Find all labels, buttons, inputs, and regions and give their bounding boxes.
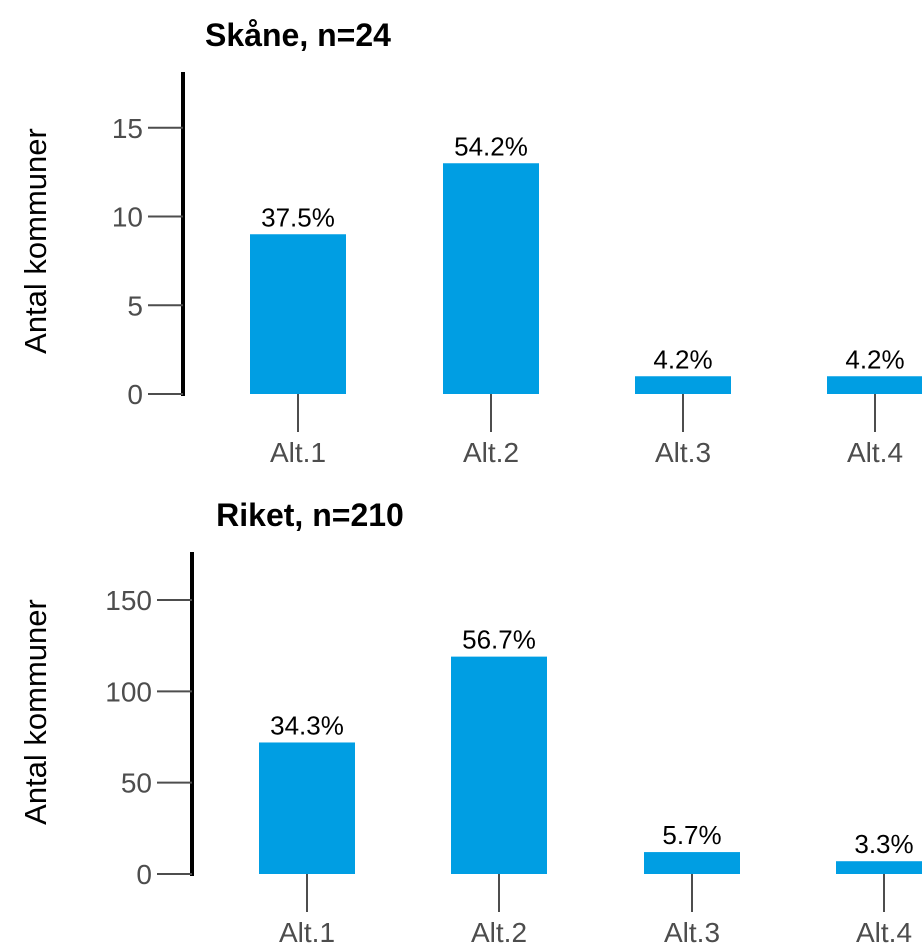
data-label: 3.3%: [854, 829, 913, 859]
x-tick-label: Alt.1: [279, 917, 335, 947]
plot-area: 0 50 100 150 34.3% Alt.1 56.7% Alt.2 5.7% Alt.3 3.…: [105, 552, 922, 947]
y-tick-label: 50: [121, 768, 152, 799]
bar-alt4: [827, 376, 922, 394]
y-tick-label: 5: [127, 290, 143, 321]
data-label: 4.2%: [653, 344, 712, 374]
data-label: 54.2%: [454, 131, 528, 161]
y-tick-label: 10: [112, 202, 143, 233]
y-tick-label: 0: [136, 859, 152, 890]
x-tick-label: Alt.3: [664, 917, 720, 947]
y-tick-label: 15: [112, 113, 143, 144]
chart-title: Skåne, n=24: [205, 17, 391, 53]
data-label: 4.2%: [845, 344, 904, 374]
plot-area: 0 5 10 15 37.5% Alt.1 54.2% Alt.2 4.2% Alt.3 4.2% A…: [112, 72, 922, 468]
x-tick-label: Alt.4: [847, 437, 903, 468]
x-tick-label: Alt.4: [856, 917, 912, 947]
y-tick-label: 0: [127, 379, 143, 410]
bar-alt3: [644, 852, 740, 874]
y-tick-label: 100: [105, 676, 152, 707]
y-tick-label: 150: [105, 585, 152, 616]
bar-alt2: [443, 163, 539, 394]
chart-panel-riket: Riket, n=210 Antal kommuner 0 50 100 150 34.…: [18, 497, 922, 947]
bar-alt4: [836, 861, 922, 874]
bar-alt3: [635, 376, 731, 394]
y-axis-label: Antal kommuner: [18, 599, 53, 825]
x-tick-label: Alt.1: [270, 437, 326, 468]
bar-alt1: [250, 234, 346, 394]
bar-alt2: [451, 656, 547, 874]
x-tick-label: Alt.2: [463, 437, 519, 468]
chart-panel-skane: Skåne, n=24 Antal kommuner 0 5 10 15 37.5% Al…: [18, 17, 922, 468]
x-tick-label: Alt.3: [655, 437, 711, 468]
data-label: 34.3%: [270, 710, 344, 740]
x-tick-label: Alt.2: [471, 917, 527, 947]
data-label: 37.5%: [261, 202, 335, 232]
bar-alt1: [259, 742, 355, 874]
chart-title: Riket, n=210: [216, 497, 404, 533]
data-label: 56.7%: [462, 625, 536, 655]
data-label: 5.7%: [662, 820, 721, 850]
y-axis-label: Antal kommuner: [18, 128, 53, 354]
